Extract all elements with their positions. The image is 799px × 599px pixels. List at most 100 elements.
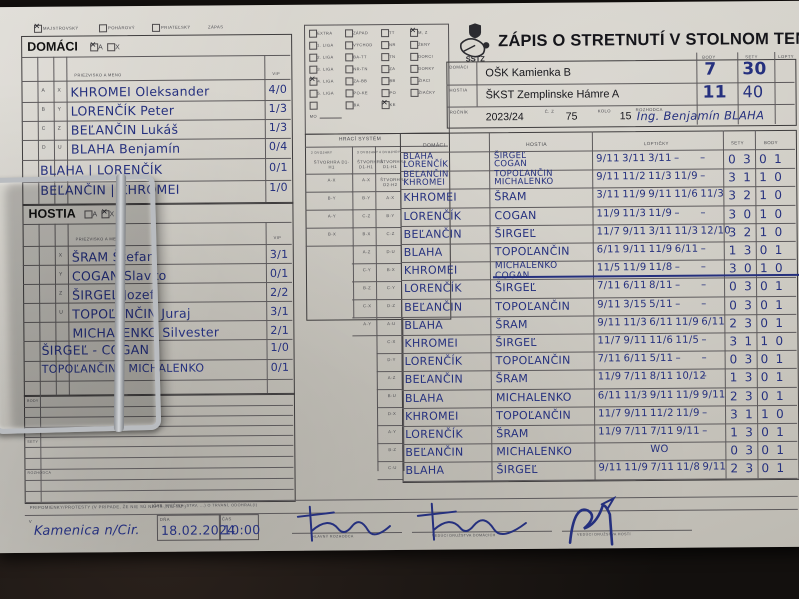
match-type-label-0: MAJSTROVSKÝ — [42, 25, 79, 31]
match-row-sets-home-7: 0 — [729, 279, 738, 294]
match-row-home-name-12: BEĽANČIN — [404, 372, 464, 387]
playing-system-cell-col_c-1: ŠTVORHRA D2-H2 — [380, 176, 407, 188]
competition-checkbox-col2-3[interactable] — [345, 65, 354, 74]
playing-system-rule-col_b-5 — [351, 263, 376, 265]
competition-checkbox-col3-1[interactable] — [381, 41, 390, 50]
match-row-sets-home-3: 3 — [728, 206, 737, 222]
competition-checkbox-col4-3[interactable] — [410, 64, 419, 73]
competition-checkbox-col3-5[interactable] — [381, 89, 390, 98]
competition-checkbox-col1-5[interactable] — [309, 89, 318, 98]
competition-mo-rule — [319, 117, 342, 119]
competition-checkbox-col4-2[interactable] — [410, 52, 419, 61]
competition-label-col1-3: 3. LIGA — [317, 66, 334, 72]
match-row-game-2-10: 11/6 — [649, 334, 674, 347]
competition-checkbox-col2-1[interactable] — [345, 41, 354, 50]
competition-checkbox-col1-0[interactable] — [309, 29, 318, 38]
competition-checkbox-col1-6[interactable] — [309, 101, 318, 110]
home-block-title: DOMÁCI — [27, 39, 78, 54]
home-player-alt-0: X — [57, 87, 62, 94]
home-side-checkbox-x[interactable] — [107, 43, 116, 52]
home-side-label-a: A — [98, 44, 104, 52]
match-row-home-name-6: KHROMEI — [403, 263, 458, 278]
away-player-vip-1: 0/1 — [269, 266, 289, 281]
match-row-game-4-12: – — [701, 370, 708, 383]
signature-referee — [296, 505, 391, 542]
competition-checkbox-col3-0[interactable] — [381, 29, 390, 38]
away-sety-score: 40 — [742, 82, 764, 102]
playing-system-cell-col_b-1: A-X — [362, 177, 371, 183]
match-row-points-away-11: 1 — [775, 352, 784, 367]
playing-system-cell-col_c-0: ŠTVORHRA D1-H1 — [380, 158, 407, 170]
signature-away-captain — [568, 495, 617, 546]
notes-label-rozhodca: ROZHODCA — [27, 470, 52, 475]
match-row-points-away-10: 0 — [775, 333, 784, 349]
away-col-header-vip: VIP — [273, 234, 282, 240]
playing-system-rule-col_b-1 — [351, 191, 376, 193]
home-double-vip-0: 0/1 — [269, 160, 288, 175]
competition-checkbox-col2-5[interactable] — [345, 89, 354, 98]
match-row-game-1-14: 9/11 — [624, 407, 648, 420]
competition-checkbox-col2-2[interactable] — [345, 53, 354, 62]
competition-label-col4-0: M, Z — [418, 29, 428, 35]
header-season-label: ROČNÍK — [449, 109, 469, 115]
competition-label-col1-5: 5. LIGA — [317, 90, 334, 96]
competition-checkbox-col3-3[interactable] — [381, 65, 390, 74]
match-row-away-name-16: MICHALENKO — [496, 444, 573, 459]
home-double-vip-1: 1/0 — [269, 180, 288, 195]
competition-checkbox-col4-4[interactable] — [410, 76, 419, 85]
competition-checkbox-col2-0[interactable] — [345, 29, 354, 38]
match-row-sets-home-2: 3 — [728, 188, 737, 203]
match-row-home-name-3: LORENČÍK — [403, 209, 462, 223]
competition-checkbox-col3-2[interactable] — [381, 53, 390, 62]
match-row-sets-away-17: 3 — [745, 461, 754, 476]
match-row-points-away-16: 1 — [776, 443, 785, 458]
match-row-points-away-3: 0 — [774, 206, 783, 221]
match-row-sets-away-3: 0 — [743, 206, 752, 221]
match-row-game-4-8: – — [701, 298, 707, 310]
match-row-sets-home-16: 0 — [730, 443, 739, 458]
home-col-header-vip: VIP — [272, 70, 281, 76]
match-row-game-1-11: 6/11 — [623, 353, 648, 365]
competition-checkbox-col4-1[interactable] — [410, 40, 419, 49]
match-row-sets-away-0: 3 — [743, 152, 752, 167]
season-value: 2023/24 — [485, 111, 524, 124]
away-player-vip-0: 3/1 — [269, 247, 289, 262]
competition-checkbox-col2-4[interactable] — [345, 77, 354, 86]
match-type-checkbox-2[interactable] — [151, 23, 161, 32]
match-row-game-2-9: 6/11 — [649, 316, 674, 328]
match-row-game-0-0: 9/11 — [596, 153, 620, 165]
match-row-game-3-5: 6/11 — [674, 243, 699, 255]
match-type-suffix: ZÁPAS — [207, 23, 224, 29]
home-side-label-x: X — [115, 44, 121, 52]
competition-label-col2-4: ZA-BB — [353, 78, 368, 84]
competition-label-col1-4: 4. LIGA — [317, 78, 334, 84]
match-type-checkbox-1[interactable] — [98, 24, 108, 33]
clipboard-clip[interactable] — [0, 173, 162, 435]
playing-system-rule-col_b-7 — [352, 299, 377, 301]
competition-checkbox-col2-6[interactable] — [345, 101, 354, 110]
playing-system-cell-col_b-8: C-X — [362, 303, 372, 309]
match-row-points-home-1: 1 — [759, 170, 768, 185]
playing-system-cell-col_a-0: ŠTVORHRA D1-H1 — [313, 159, 350, 170]
match-row-game-1-12: 7/11 — [623, 371, 648, 383]
match-row-home-name-8: BEĽANČIN — [404, 300, 463, 314]
match-row-game-4-6: – — [700, 261, 707, 273]
match-table-row-container: BLAHA LORENČÍK ŠIRGEĽ COGAN 9/11 3/11 3/11– –0 3… — [0, 0, 798, 482]
match-row-game-3-2: 11/6 — [674, 189, 699, 201]
competition-checkbox-col3-4[interactable] — [381, 77, 390, 86]
match-row-game-0-14: 11/7 — [598, 408, 622, 420]
competition-checkbox-col1-2[interactable] — [309, 53, 318, 62]
home-player-vip-2: 1/3 — [268, 120, 288, 135]
match-row-game-1-2: 11/9 — [622, 189, 647, 201]
match-row-game-0-3: 11/9 — [596, 207, 621, 220]
competition-checkbox-col1-1[interactable] — [309, 41, 318, 50]
playing-system-rule-col_c-2 — [375, 208, 401, 211]
match-row-away-name-8: TOPOĽANČIN — [495, 299, 571, 313]
match-row-points-away-14: 0 — [776, 406, 785, 421]
competition-checkbox-col4-5[interactable] — [410, 88, 419, 97]
match-row-game-0-17: 9/11 — [598, 462, 623, 474]
match-row-game-4-2: 11/3 — [700, 188, 725, 201]
away-player-vip-3: 3/1 — [270, 304, 289, 319]
competition-checkbox-col1-3[interactable] — [309, 65, 318, 74]
match-row-game-1-13: 11/3 — [623, 389, 648, 401]
